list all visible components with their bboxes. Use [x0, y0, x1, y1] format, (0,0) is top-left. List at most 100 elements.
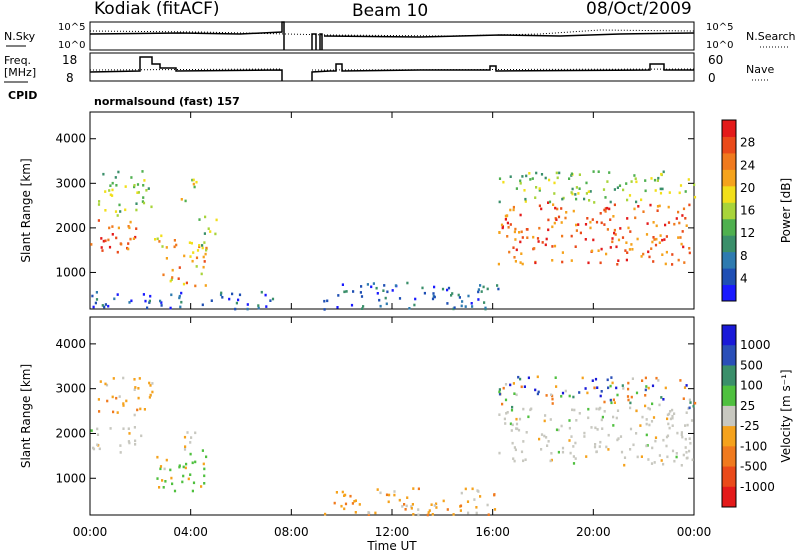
- freq-tick-top: 18: [62, 53, 77, 67]
- power-echo-cell: [195, 265, 198, 268]
- velocity-echo-cell: [612, 424, 615, 427]
- power-echo-cell: [136, 183, 140, 186]
- velocity-echo-cell: [161, 479, 164, 482]
- velocity-echo-cell: [412, 513, 415, 516]
- power-echo-cell: [555, 218, 558, 221]
- velocity-echo-cell: [572, 462, 576, 465]
- power-echo-cell: [637, 205, 640, 208]
- velocity-echo-cell: [156, 455, 159, 459]
- power-echo-cell: [130, 299, 133, 303]
- velocity-echo-cell: [594, 426, 597, 430]
- velocity-echo-cell: [96, 443, 99, 447]
- power-echo-cell: [551, 225, 554, 229]
- velocity-echo-cell: [644, 404, 647, 408]
- power-echo-cell: [597, 170, 600, 173]
- power-echo-cell: [548, 178, 551, 182]
- power-echo-cell: [169, 279, 172, 283]
- velocity-echo-cell: [493, 508, 497, 511]
- power-echo-cell: [664, 223, 667, 227]
- power-echo-cell: [619, 227, 622, 230]
- power-echo-layer: [90, 170, 697, 311]
- velocity-echo-cell: [568, 419, 571, 422]
- velocity-echo-cell: [525, 431, 528, 434]
- power-echo-cell: [160, 301, 163, 304]
- power-echo-cell: [457, 293, 460, 297]
- power-echo-cell: [508, 250, 511, 254]
- power-echo-cell: [361, 307, 364, 310]
- velocity-echo-cell: [515, 417, 518, 421]
- velocity-echo-cell: [603, 400, 606, 404]
- velocity-echo-cell: [671, 416, 674, 420]
- power-echo-cell: [414, 297, 417, 301]
- power-echo-cell: [113, 297, 116, 301]
- velocity-echo-cell: [598, 445, 601, 448]
- power-echo-cell: [203, 241, 206, 244]
- velocity-echo-cell: [520, 385, 523, 389]
- power-echo-cell: [169, 306, 172, 310]
- power-echo-cell: [626, 251, 629, 254]
- power-echo-cell: [246, 303, 249, 306]
- power-echo-cell: [531, 177, 534, 180]
- power-echo-cell: [613, 188, 616, 191]
- power-echo-cell: [544, 176, 547, 180]
- power-echo-cell: [111, 225, 114, 228]
- velocity-echo-cell: [596, 428, 599, 431]
- power-echo-cell: [574, 193, 577, 196]
- power-echo-cell: [640, 198, 643, 202]
- velocity-echo-cell: [191, 461, 194, 465]
- velocity-echo-cell: [134, 386, 137, 389]
- power-echo-cell: [525, 174, 528, 178]
- power-echo-cell: [423, 291, 426, 295]
- velocity-echo-cell: [398, 498, 401, 502]
- velocity-echo-cell: [586, 391, 589, 395]
- power-echo-cell: [91, 294, 94, 298]
- velocity-colorbar-segment: [722, 405, 736, 427]
- velocity-echo-cell: [527, 415, 530, 419]
- power-echo-cell: [519, 182, 522, 185]
- power-echo-cell: [654, 189, 657, 192]
- velocity-echo-cell: [122, 376, 125, 380]
- power-echo-cell: [575, 197, 578, 201]
- power-echo-cell: [568, 177, 571, 180]
- velocity-echo-cell: [623, 456, 627, 459]
- nsky-label: N.Sky: [4, 30, 36, 43]
- power-echo-cell: [184, 199, 187, 203]
- power-echo-cell: [196, 249, 200, 252]
- velocity-colorbar-segment: [722, 446, 736, 468]
- date-title: 08/Oct/2009: [586, 0, 692, 19]
- velocity-echo-cell: [189, 473, 192, 476]
- power-y-tick-label: 2000: [55, 221, 86, 235]
- power-echo-cell: [524, 200, 527, 203]
- power-echo-cell: [372, 282, 375, 285]
- velocity-echo-cell: [358, 503, 361, 506]
- power-echo-cell: [158, 240, 161, 243]
- velocity-echo-cell: [594, 377, 598, 381]
- power-echo-cell: [589, 220, 592, 224]
- velocity-echo-cell: [595, 450, 598, 453]
- power-echo-cell: [545, 237, 548, 241]
- power-echo-cell: [615, 245, 618, 249]
- velocity-echo-cell: [606, 378, 609, 382]
- power-echo-cell: [260, 290, 263, 294]
- velocity-echo-cell: [578, 391, 581, 394]
- power-echo-cell: [406, 281, 409, 285]
- power-echo-cell: [519, 261, 522, 264]
- power-echo-cell: [104, 239, 107, 243]
- power-echo-cell: [515, 187, 518, 190]
- velocity-echo-cell: [387, 500, 390, 504]
- power-echo-cell: [471, 305, 474, 308]
- power-echo-cell: [101, 304, 104, 307]
- noise-tick-right-top: 10^5: [706, 22, 733, 33]
- velocity-echo-cell: [593, 445, 597, 449]
- power-echo-cell: [271, 297, 275, 301]
- power-echo-cell: [668, 191, 671, 194]
- power-echo-cell: [504, 218, 507, 221]
- velocity-echo-cell: [498, 390, 501, 394]
- velocity-echo-cell: [560, 395, 563, 398]
- velocity-echo-cell: [600, 418, 603, 422]
- power-echo-cell: [538, 226, 541, 230]
- power-echo-cell: [185, 281, 188, 285]
- power-y-tick-label: 4000: [55, 132, 86, 146]
- velocity-echo-cell: [467, 511, 470, 515]
- velocity-echo-cell: [112, 410, 115, 414]
